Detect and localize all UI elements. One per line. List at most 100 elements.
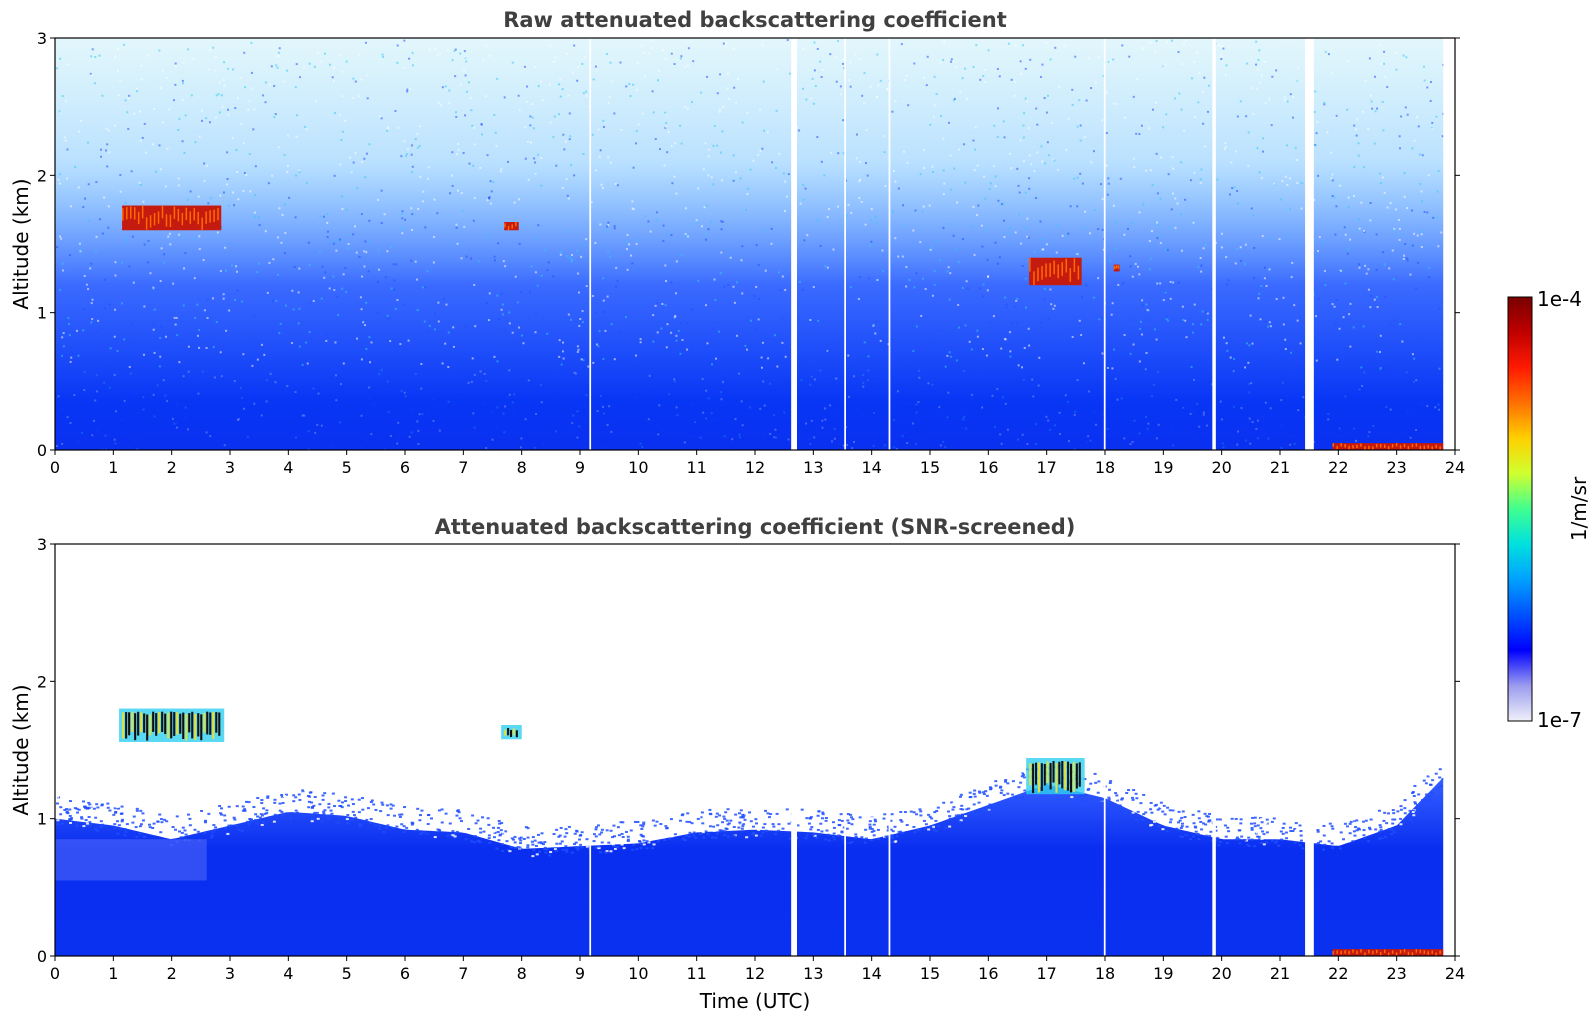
noise-speckle	[212, 346, 215, 349]
noise-speckle	[384, 388, 387, 391]
noise-speckle	[1225, 342, 1228, 345]
noise-speckle	[233, 204, 236, 207]
edge-speckle	[952, 802, 956, 805]
noise-speckle	[228, 309, 231, 312]
noise-speckle	[1174, 226, 1177, 229]
noise-speckle	[1180, 161, 1183, 164]
noise-speckle	[286, 69, 289, 72]
noise-speckle	[465, 60, 468, 63]
cloud-feature	[122, 205, 222, 231]
noise-speckle	[1357, 154, 1360, 157]
noise-speckle	[829, 53, 832, 56]
noise-speckle	[158, 144, 161, 147]
edge-speckle	[710, 836, 714, 839]
noise-speckle	[181, 99, 184, 102]
noise-speckle	[831, 334, 834, 337]
noise-speckle	[517, 198, 520, 201]
noise-speckle	[716, 144, 719, 147]
noise-speckle	[540, 156, 543, 159]
edge-speckle	[1179, 835, 1183, 838]
noise-speckle	[568, 112, 571, 115]
noise-speckle	[1101, 228, 1104, 231]
noise-speckle	[641, 112, 644, 115]
noise-speckle	[1267, 325, 1270, 328]
edge-speckle	[543, 846, 547, 849]
noise-speckle	[534, 66, 537, 69]
cloud-streak	[1391, 950, 1394, 954]
edge-speckle	[1235, 836, 1239, 839]
noise-speckle	[1225, 283, 1228, 286]
noise-speckle	[174, 83, 177, 86]
noise-speckle	[1002, 396, 1005, 399]
cloud-streak	[1069, 268, 1072, 282]
edge-speckle	[1424, 782, 1428, 785]
noise-speckle	[749, 168, 752, 171]
edge-speckle	[113, 811, 117, 814]
noise-speckle	[482, 59, 485, 62]
noise-speckle	[437, 427, 440, 430]
noise-speckle	[532, 127, 535, 130]
noise-speckle	[655, 211, 658, 214]
x-tick-label: 21	[1270, 458, 1290, 477]
noise-speckle	[1035, 442, 1038, 445]
noise-speckle	[603, 310, 606, 313]
edge-speckle	[555, 842, 559, 845]
noise-speckle	[651, 90, 654, 93]
noise-speckle	[1071, 335, 1074, 338]
noise-speckle	[107, 226, 110, 229]
noise-speckle	[749, 319, 752, 322]
noise-speckle	[66, 416, 69, 419]
edge-speckle	[999, 785, 1003, 788]
noise-speckle	[1353, 427, 1356, 430]
noise-speckle	[462, 396, 465, 399]
noise-speckle	[232, 191, 235, 194]
edge-speckle	[263, 812, 267, 815]
noise-speckle	[576, 345, 579, 348]
edge-speckle	[386, 814, 390, 817]
noise-speckle	[1365, 272, 1368, 275]
noise-speckle	[1400, 343, 1403, 346]
noise-speckle	[1056, 224, 1059, 227]
edge-speckle	[80, 817, 84, 820]
edge-speckle	[436, 828, 440, 831]
noise-speckle	[419, 175, 422, 178]
edge-speckle	[1281, 832, 1285, 835]
noise-speckle	[1360, 366, 1363, 369]
noise-speckle	[405, 152, 408, 155]
noise-speckle	[643, 51, 646, 54]
edge-speckle	[1130, 796, 1134, 799]
noise-speckle	[902, 204, 905, 207]
noise-speckle	[1271, 75, 1274, 78]
edge-speckle	[352, 814, 356, 817]
noise-speckle	[1058, 85, 1061, 88]
edge-speckle	[346, 822, 350, 825]
noise-speckle	[366, 97, 369, 100]
noise-speckle	[268, 261, 271, 264]
edge-speckle	[464, 838, 468, 841]
noise-speckle	[1142, 47, 1145, 50]
noise-speckle	[82, 307, 85, 310]
edge-speckle	[549, 830, 553, 833]
noise-speckle	[90, 321, 93, 324]
noise-speckle	[389, 340, 392, 343]
cloud-streak	[157, 211, 160, 224]
edge-speckle	[1114, 798, 1118, 801]
edge-speckle	[1003, 780, 1007, 783]
edge-speckle	[400, 813, 404, 816]
noise-speckle	[389, 434, 392, 437]
edge-speckle	[1017, 786, 1021, 789]
noise-speckle	[1383, 50, 1386, 53]
edge-speckle	[1411, 792, 1415, 795]
edge-speckle	[1319, 840, 1323, 843]
edge-speckle	[592, 841, 596, 844]
noise-speckle	[1256, 68, 1259, 71]
noise-speckle	[1270, 124, 1273, 127]
edge-speckle	[148, 826, 152, 829]
data-gap	[1103, 38, 1106, 450]
edge-speckle	[936, 806, 940, 809]
noise-speckle	[1158, 234, 1161, 237]
noise-speckle	[397, 436, 400, 439]
noise-speckle	[675, 406, 678, 409]
noise-speckle	[842, 58, 845, 61]
noise-speckle	[900, 43, 903, 46]
